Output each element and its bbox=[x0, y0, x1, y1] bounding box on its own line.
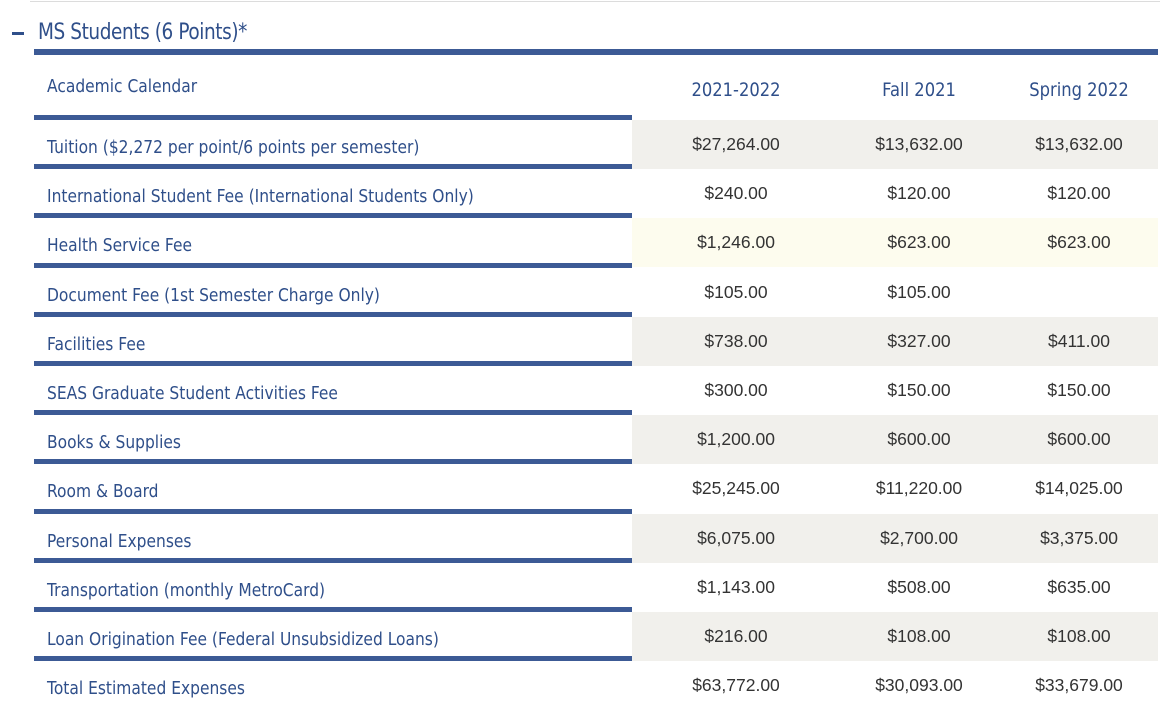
row-value-background bbox=[632, 169, 1158, 219]
row-label: Room & Board bbox=[47, 481, 159, 503]
row-value-year: $25,245.00 bbox=[692, 478, 780, 499]
row-divider bbox=[34, 656, 632, 662]
row-divider bbox=[34, 557, 632, 563]
row-value-background bbox=[632, 415, 1158, 465]
row-divider bbox=[34, 607, 632, 612]
row-value-background bbox=[632, 612, 1158, 661]
row-value-spring: $108.00 bbox=[1047, 626, 1111, 646]
row-value-background bbox=[632, 120, 1158, 169]
row-divider bbox=[34, 508, 632, 514]
row-divider bbox=[34, 459, 632, 465]
column-header-2021-2022: 2021-2022 bbox=[691, 79, 781, 101]
row-value-fall: $150.00 bbox=[887, 380, 951, 400]
row-value-year: $63,772.00 bbox=[692, 675, 780, 696]
row-label: Facilities Fee bbox=[47, 333, 146, 355]
row-value-fall: $623.00 bbox=[887, 232, 951, 253]
row-value-spring: $600.00 bbox=[1047, 429, 1111, 450]
row-value-background bbox=[632, 513, 1158, 563]
row-value-background bbox=[632, 316, 1158, 366]
column-header-academic-calendar: Academic Calendar bbox=[47, 75, 198, 97]
row-value-year: $300.00 bbox=[704, 380, 768, 400]
row-label: Personal Expenses bbox=[47, 530, 192, 552]
row-value-spring: $635.00 bbox=[1047, 576, 1111, 597]
table-header-row: Academic Calendar 2021-2022 Fall 2021 Sp… bbox=[34, 57, 1158, 115]
row-value-spring: $14,025.00 bbox=[1035, 478, 1123, 499]
row-value-background bbox=[632, 218, 1158, 268]
row-label: International Student Fee (International… bbox=[47, 186, 474, 208]
row-value-fall: $120.00 bbox=[887, 183, 951, 204]
row-value-fall: $600.00 bbox=[887, 429, 951, 450]
row-value-background bbox=[632, 464, 1158, 514]
row-label: Books & Supplies bbox=[47, 432, 181, 454]
row-divider bbox=[34, 410, 632, 416]
row-label: Document Fee (1st Semester Charge Only) bbox=[47, 284, 380, 306]
column-header-spring-2022: Spring 2022 bbox=[1029, 79, 1129, 101]
row-value-fall: $105.00 bbox=[887, 281, 951, 302]
row-value-spring: $3,375.00 bbox=[1040, 527, 1118, 548]
row-divider bbox=[34, 213, 632, 219]
table-row: Health Service Fee $1,246.00 $623.00 $623.0… bbox=[34, 213, 1158, 268]
row-value-fall: $327.00 bbox=[887, 330, 951, 351]
top-divider bbox=[30, 1, 1160, 2]
row-value-year: $1,246.00 bbox=[697, 232, 775, 253]
row-value-fall: $30,093.00 bbox=[875, 675, 963, 696]
row-value-spring: $150.00 bbox=[1047, 380, 1111, 400]
table-row: Tuition ($2,272 per point/6 points per s… bbox=[34, 115, 1158, 169]
table-row: Room & Board $25,245.00 $11,220.00 $14,025.… bbox=[34, 459, 1158, 514]
section-title: MS Students (6 Points)* bbox=[38, 19, 247, 45]
row-value-fall: $13,632.00 bbox=[875, 134, 963, 154]
row-value-year: $1,143.00 bbox=[697, 576, 775, 597]
collapse-minus-icon[interactable] bbox=[12, 31, 24, 35]
row-value-background bbox=[632, 267, 1158, 317]
row-label: Loan Origination Fee (Federal Unsubsidiz… bbox=[47, 629, 439, 650]
column-header-fall-2021: Fall 2021 bbox=[882, 79, 956, 101]
table-row: Total Estimated Expenses $63,772.00 $30,09… bbox=[34, 656, 1158, 711]
row-value-spring: $33,679.00 bbox=[1035, 675, 1123, 696]
row-value-spring: $13,632.00 bbox=[1035, 134, 1123, 154]
row-value-fall: $508.00 bbox=[887, 576, 951, 597]
row-divider bbox=[34, 361, 632, 366]
row-value-year: $27,264.00 bbox=[692, 134, 780, 154]
row-value-fall: $108.00 bbox=[887, 626, 951, 646]
row-divider bbox=[34, 115, 632, 120]
row-value-spring: $120.00 bbox=[1047, 183, 1111, 204]
row-value-fall: $11,220.00 bbox=[875, 478, 963, 499]
table-row: International Student Fee (International… bbox=[34, 164, 1158, 219]
row-value-background bbox=[632, 366, 1158, 415]
row-divider bbox=[34, 262, 632, 268]
row-label: Transportation (monthly MetroCard) bbox=[47, 579, 326, 601]
row-value-year: $6,075.00 bbox=[697, 527, 775, 548]
table-row: Facilities Fee $738.00 $327.00 $411.00 bbox=[34, 311, 1158, 366]
row-divider bbox=[34, 164, 632, 170]
row-value-year: $240.00 bbox=[704, 183, 768, 204]
row-divider bbox=[34, 311, 632, 317]
row-value-year: $1,200.00 bbox=[697, 429, 775, 450]
table-row: Transportation (monthly MetroCard) $1,143… bbox=[34, 557, 1158, 612]
table-row: Document Fee (1st Semester Charge Only) $… bbox=[34, 262, 1158, 317]
row-value-spring: $411.00 bbox=[1048, 330, 1110, 351]
table-row: Personal Expenses $6,075.00 $2,700.00 $3,37… bbox=[34, 508, 1158, 563]
table-row: Books & Supplies $1,200.00 $600.00 $600.00 bbox=[34, 410, 1158, 465]
section-toggle[interactable]: MS Students (6 Points)* bbox=[12, 12, 287, 52]
row-value-background bbox=[632, 562, 1158, 612]
row-label: SEAS Graduate Student Activities Fee bbox=[47, 383, 338, 404]
header-divider bbox=[34, 49, 1158, 55]
table-row: SEAS Graduate Student Activities Fee $300… bbox=[34, 361, 1158, 415]
row-value-year: $216.00 bbox=[704, 626, 768, 646]
row-label: Health Service Fee bbox=[47, 235, 192, 257]
row-value-fall: $2,700.00 bbox=[880, 527, 958, 548]
row-label: Total Estimated Expenses bbox=[47, 678, 245, 700]
row-value-background bbox=[632, 661, 1158, 711]
row-value-year: $738.00 bbox=[704, 330, 768, 351]
row-label: Tuition ($2,272 per point/6 points per s… bbox=[47, 137, 420, 158]
table-row: Loan Origination Fee (Federal Unsubsidiz… bbox=[34, 607, 1158, 661]
row-value-year: $105.00 bbox=[704, 281, 768, 302]
row-value-spring: $623.00 bbox=[1047, 232, 1111, 253]
